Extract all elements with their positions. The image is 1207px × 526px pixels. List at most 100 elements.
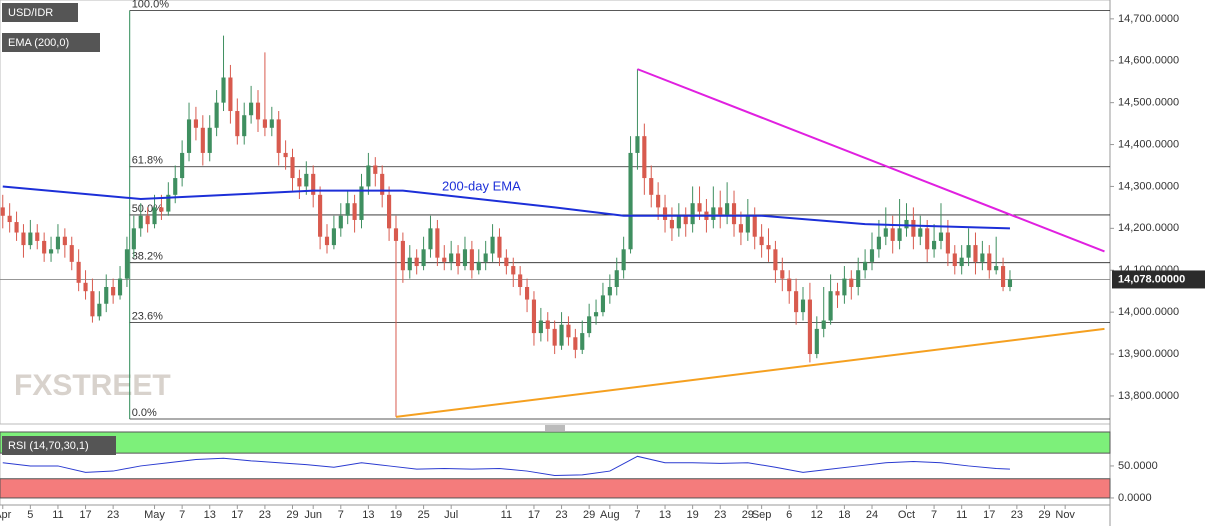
- candle-body: [104, 286, 109, 304]
- candle-body: [297, 178, 302, 187]
- candle-body: [83, 282, 88, 292]
- x-tick-label: 13: [362, 509, 374, 521]
- candle-body: [566, 324, 571, 338]
- x-tick-label: Aug: [600, 509, 620, 521]
- trendline: [637, 68, 1105, 253]
- candle-body: [117, 278, 123, 296]
- candle-body: [573, 337, 578, 350]
- overbought-band: [0, 431, 1111, 454]
- candle-body: [483, 253, 488, 262]
- x-tick-label: 18: [838, 509, 850, 521]
- rsi-legend-box: [2, 436, 116, 455]
- y-tick-label: 14,600.0000: [1118, 55, 1179, 67]
- candle-body: [393, 228, 399, 241]
- candle-body: [497, 236, 502, 258]
- candle-body: [324, 236, 330, 246]
- candle-body: [538, 320, 543, 334]
- x-tick-label: 23: [259, 509, 271, 521]
- candle-body: [318, 194, 323, 237]
- candle-body: [1001, 266, 1006, 287]
- fib-label: 100.0%: [132, 0, 170, 10]
- candle-body: [62, 236, 67, 246]
- candle-body: [449, 253, 454, 262]
- candle-body: [166, 194, 171, 212]
- candle-body: [504, 257, 509, 267]
- candle-body: [759, 236, 764, 246]
- candle-body: [628, 152, 633, 250]
- candle-body: [28, 232, 33, 246]
- candle-body: [407, 257, 412, 271]
- candle-body: [42, 240, 47, 254]
- candle-body: [131, 228, 136, 250]
- x-tick-label: 7: [634, 509, 640, 521]
- candle-body: [718, 207, 723, 216]
- y-tick-label: 14,200.0000: [1118, 222, 1179, 234]
- candle-body: [442, 257, 447, 262]
- x-tick-label: Apr: [0, 509, 12, 521]
- candle-body: [649, 178, 654, 195]
- x-tick-label: 24: [866, 509, 878, 521]
- x-tick-label: 23: [107, 509, 119, 521]
- candle-body: [952, 253, 957, 267]
- candle-body: [911, 219, 916, 237]
- candle-body: [656, 194, 661, 208]
- candle-body: [152, 207, 157, 225]
- x-tick-label: 11: [501, 509, 512, 521]
- y-tick-label: 13,900.0000: [1118, 348, 1179, 360]
- candle-body: [262, 119, 267, 128]
- candle-body: [738, 224, 743, 233]
- rsi-y-tick-label: 50.0000: [1118, 460, 1158, 472]
- candle-body: [690, 203, 695, 225]
- candle-body: [48, 249, 54, 254]
- y-tick-label: 14,000.0000: [1118, 306, 1179, 318]
- candle-body: [959, 257, 964, 267]
- candle-body: [476, 261, 481, 271]
- candle-body: [607, 286, 612, 296]
- candle-body: [255, 102, 261, 120]
- candle-body: [932, 240, 937, 250]
- candle-body: [711, 207, 716, 220]
- candle-body: [842, 278, 847, 296]
- candle-body: [490, 236, 495, 254]
- x-tick-label: 17: [528, 509, 540, 521]
- y-tick-label: 14,500.0000: [1118, 97, 1179, 109]
- candle-body: [835, 291, 840, 296]
- candle-body: [200, 127, 205, 153]
- rsi-legend: RSI (14,70,30,1): [8, 440, 89, 452]
- candle-body: [242, 115, 247, 137]
- x-tick-label: 17: [79, 509, 91, 521]
- candle-body: [856, 270, 861, 287]
- candle-body: [414, 257, 419, 267]
- candle-body: [876, 236, 881, 250]
- candle-body: [400, 240, 405, 271]
- candle-body: [462, 249, 468, 267]
- symbol-label: USD/IDR: [8, 7, 53, 19]
- candle-body: [904, 219, 909, 229]
- candle-body: [228, 77, 233, 112]
- candle-body: [800, 299, 806, 313]
- x-tick-label: 29: [1038, 509, 1050, 521]
- candle-body: [338, 215, 343, 229]
- candle-body: [173, 178, 178, 195]
- candle-body: [918, 228, 923, 237]
- x-tick-label: 23: [1011, 509, 1023, 521]
- candle-body: [807, 299, 812, 355]
- candle-body: [145, 215, 150, 225]
- candle-body: [55, 236, 61, 250]
- ema-legend-box: [2, 33, 100, 52]
- candle-body: [787, 278, 792, 292]
- candle-body: [635, 136, 640, 153]
- candle-body: [0, 207, 5, 216]
- candle-body: [269, 119, 274, 128]
- candle-body: [766, 245, 771, 250]
- candle-body: [366, 165, 371, 187]
- candle-body: [524, 286, 530, 300]
- candle-body: [780, 270, 785, 279]
- candle-body: [890, 228, 895, 241]
- candle-body: [345, 203, 350, 216]
- x-tick-label: 5: [27, 509, 33, 521]
- x-tick-label: 19: [687, 509, 699, 521]
- candle-body: [90, 291, 95, 317]
- candle-body: [545, 320, 550, 329]
